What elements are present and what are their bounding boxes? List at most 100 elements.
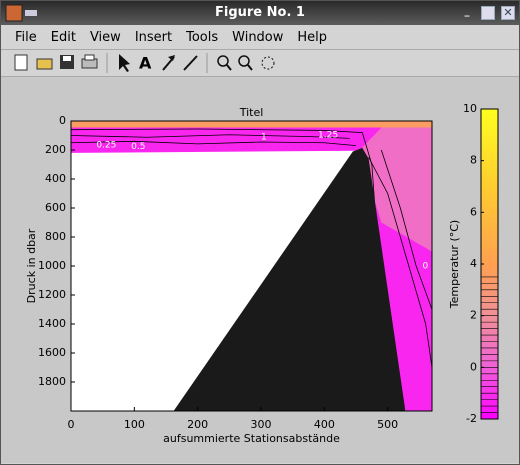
- menu-item[interactable]: Help: [297, 29, 328, 45]
- colorbar-step: [481, 188, 498, 194]
- select-button[interactable]: [119, 54, 130, 72]
- arrow-button[interactable]: [162, 55, 175, 71]
- contour-line: [71, 134, 350, 139]
- colorbar-step: [481, 296, 498, 304]
- new-button[interactable]: [14, 54, 28, 71]
- colorbar-step: [481, 315, 498, 323]
- print-button[interactable]: [81, 54, 98, 69]
- y-tick-label: 800: [45, 230, 66, 243]
- y-tick-label: 0: [59, 114, 66, 127]
- colorbar-step: [481, 289, 498, 297]
- colorbar-tick-label: 6: [470, 205, 477, 218]
- open-button[interactable]: [36, 58, 53, 70]
- colorbar-step: [481, 117, 498, 123]
- colorbar-step: [481, 251, 498, 257]
- colorbar-tick-label: -2: [466, 412, 477, 425]
- colorbar-step: [481, 243, 498, 249]
- colorbar-step: [481, 218, 498, 223]
- rotate-button[interactable]: [261, 56, 275, 70]
- colorbar-step: [481, 213, 498, 219]
- colorbar-step: [481, 386, 498, 394]
- colorbar-step: [481, 180, 498, 186]
- colorbar-step: [481, 201, 498, 207]
- colorbar-tick-label: 2: [470, 309, 477, 322]
- text-button[interactable]: A: [139, 54, 152, 73]
- colorbar-step: [481, 150, 498, 156]
- menu-item[interactable]: Edit: [50, 29, 76, 45]
- y-tick-label: 1200: [38, 288, 66, 301]
- menu-item[interactable]: Tools: [186, 29, 219, 45]
- colorbar-step: [481, 171, 498, 177]
- menu-item[interactable]: File: [15, 29, 37, 45]
- colorbar-step: [481, 163, 498, 169]
- y-tick-label: 200: [45, 143, 66, 156]
- colorbar-tick-label: 4: [470, 257, 477, 270]
- menu-item[interactable]: View: [89, 29, 121, 45]
- colorbar-tick-label: 0: [470, 360, 477, 373]
- colorbar-step: [481, 309, 498, 317]
- colorbar-step: [481, 113, 498, 118]
- toolbar-icons: A: [14, 53, 275, 73]
- zoom-out-button[interactable]: [238, 55, 253, 71]
- x-tick-label: 500: [377, 418, 398, 431]
- colorbar-step: [481, 142, 498, 148]
- colorbar-step: [481, 380, 498, 388]
- toolbar: A: [1, 50, 519, 77]
- colorbar-step: [481, 360, 498, 368]
- plot-area: 0.25 0.5 1 1.25 0: [71, 121, 432, 411]
- x-tick-label: 100: [124, 418, 145, 431]
- x-tick-label: 300: [251, 418, 272, 431]
- colorbar-step: [481, 230, 498, 236]
- colorbar-step: [481, 239, 498, 244]
- save-button[interactable]: [60, 55, 74, 69]
- window-title: Figure No. 1: [215, 5, 305, 20]
- colorbar-step: [481, 341, 498, 349]
- contour-line: [71, 140, 357, 147]
- contour-label: 0.5: [131, 142, 145, 152]
- y-axis-label: Druck in dbar: [25, 228, 38, 303]
- colorbar-step: [481, 272, 498, 278]
- colorbar-step: [481, 335, 498, 342]
- colorbar-step: [481, 129, 498, 135]
- zoom-in-button[interactable]: [217, 55, 232, 71]
- y-tick-label: 1800: [38, 375, 66, 388]
- menu-item[interactable]: Insert: [134, 29, 173, 45]
- colorbar-step: [481, 155, 498, 160]
- colorbar-step: [481, 226, 498, 232]
- menu-item[interactable]: Window: [232, 29, 284, 45]
- menu-bar: File Edit View Insert Tools Window Help: [1, 25, 519, 50]
- colorbar-step: [481, 192, 498, 198]
- colorbar-step: [481, 328, 498, 336]
- colorbar-step: [481, 197, 498, 202]
- colorbar-step: [481, 109, 498, 114]
- y-tick-label: 1400: [38, 317, 66, 330]
- contour-label: 0.25: [96, 140, 116, 150]
- maximize-button[interactable]: [481, 6, 495, 20]
- close-button[interactable]: ✕: [501, 6, 515, 20]
- colorbar-step: [481, 399, 498, 407]
- y-tick-label: 1600: [38, 346, 66, 359]
- colorbar-tick-label: 10: [463, 102, 477, 115]
- colorbar-step: [481, 276, 498, 284]
- colorbar-step: [481, 209, 498, 215]
- x-tick-label: 400: [314, 418, 335, 431]
- svg-text:A: A: [139, 54, 152, 73]
- colorbar-step: [481, 302, 498, 310]
- colorbar-step: [481, 121, 498, 127]
- colorbar-step: [481, 255, 498, 261]
- minimize-button[interactable]: _: [464, 6, 470, 17]
- y-tick-label: 400: [45, 172, 66, 185]
- x-tick-label: 200: [187, 418, 208, 431]
- contour-line: [368, 157, 432, 368]
- line-button[interactable]: [183, 55, 198, 71]
- colorbar-step: [481, 354, 498, 362]
- colorbar-step: [481, 260, 498, 265]
- colorbar-step: [481, 125, 498, 131]
- colorbar-step: [481, 347, 498, 355]
- colorbar-step: [481, 412, 498, 420]
- contour-line: [71, 128, 379, 252]
- colorbar-step: [481, 222, 498, 228]
- contour-label: 0: [423, 262, 429, 272]
- title-bar: Figure No. 1 _ ✕: [1, 1, 519, 25]
